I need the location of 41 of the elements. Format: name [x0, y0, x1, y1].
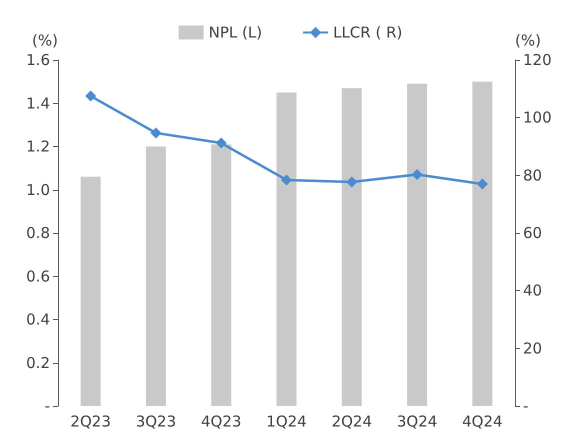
legend-label: NPL (L) — [208, 24, 262, 42]
y2-tick-label: 120 — [523, 51, 552, 69]
y-tick-label: 1.4 — [26, 94, 50, 112]
bar — [342, 88, 362, 406]
x-tick-label: 3Q23 — [136, 412, 176, 430]
y2-tick-label: 20 — [523, 339, 542, 358]
point — [150, 127, 162, 138]
bar — [146, 146, 166, 406]
bar — [211, 144, 232, 406]
y-tick-label: - — [44, 397, 50, 415]
x-tick-label: 3Q24 — [396, 412, 438, 430]
x-tick-label: 2Q23 — [70, 412, 111, 430]
y-tick-label: 1.0 — [26, 180, 50, 199]
x-tick-label: 1Q24 — [266, 412, 307, 430]
y-tick-label: 0.4 — [26, 310, 50, 328]
x-tick-label: 4Q23 — [200, 412, 242, 430]
y2-tick-label: 100 — [523, 108, 552, 127]
bar — [407, 84, 428, 406]
bar — [472, 82, 492, 406]
bar — [80, 176, 101, 406]
y2-tick-label: - — [523, 397, 528, 415]
y-tick-label: 1.6 — [26, 51, 50, 69]
point — [476, 178, 488, 190]
point — [346, 176, 358, 188]
point — [412, 168, 423, 180]
point — [85, 90, 96, 102]
y-tick-label: 1.2 — [26, 138, 50, 156]
point — [216, 138, 227, 149]
bar — [276, 92, 296, 406]
y-tick-label: 0.2 — [26, 354, 50, 372]
y2-tick-label: 80 — [523, 166, 542, 184]
y2-tick-label: 60 — [523, 224, 542, 242]
legend-label: LLCR ( R) — [333, 24, 402, 42]
x-tick-label: 4Q24 — [462, 412, 503, 430]
x-tick-label: 2Q24 — [332, 412, 372, 430]
y2-axis-title: (%) — [515, 32, 541, 50]
point — [281, 174, 292, 186]
y-tick-label: 0.6 — [26, 267, 50, 286]
y-axis-title: (%) — [32, 32, 58, 50]
y-tick-label: 0.8 — [26, 224, 50, 242]
y2-tick-label: 40 — [523, 282, 542, 300]
